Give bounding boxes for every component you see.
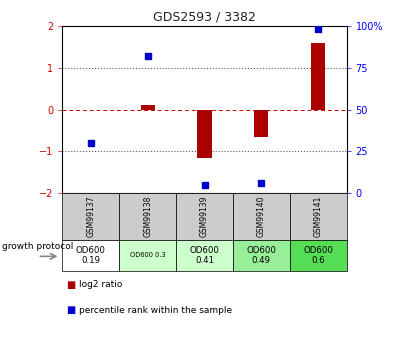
Bar <box>119 240 176 271</box>
Text: ■: ■ <box>66 280 76 289</box>
Bar <box>141 105 155 110</box>
Bar <box>233 193 290 240</box>
Text: GSM99141: GSM99141 <box>314 196 323 237</box>
Text: percentile rank within the sample: percentile rank within the sample <box>79 306 232 315</box>
Bar <box>176 240 233 271</box>
Text: GSM99139: GSM99139 <box>200 196 209 237</box>
Bar <box>311 43 325 110</box>
Text: GSM99140: GSM99140 <box>257 196 266 237</box>
Bar <box>176 193 233 240</box>
Text: GSM99138: GSM99138 <box>143 196 152 237</box>
Bar <box>62 240 119 271</box>
Text: ■: ■ <box>66 306 76 315</box>
Bar <box>197 110 212 158</box>
Text: growth protocol: growth protocol <box>2 242 73 251</box>
Text: OD600
0.41: OD600 0.41 <box>189 246 220 265</box>
Text: OD600
0.6: OD600 0.6 <box>303 246 333 265</box>
Text: OD600
0.19: OD600 0.19 <box>76 246 106 265</box>
Text: GSM99137: GSM99137 <box>86 196 96 237</box>
Bar <box>290 193 347 240</box>
Bar <box>233 240 290 271</box>
Bar <box>290 240 347 271</box>
Bar <box>254 110 268 137</box>
Text: log2 ratio: log2 ratio <box>79 280 122 289</box>
Text: OD600
0.49: OD600 0.49 <box>246 246 276 265</box>
Bar <box>119 193 176 240</box>
Text: OD600 0.3: OD600 0.3 <box>130 252 166 258</box>
Bar <box>62 193 119 240</box>
Title: GDS2593 / 3382: GDS2593 / 3382 <box>153 10 256 23</box>
